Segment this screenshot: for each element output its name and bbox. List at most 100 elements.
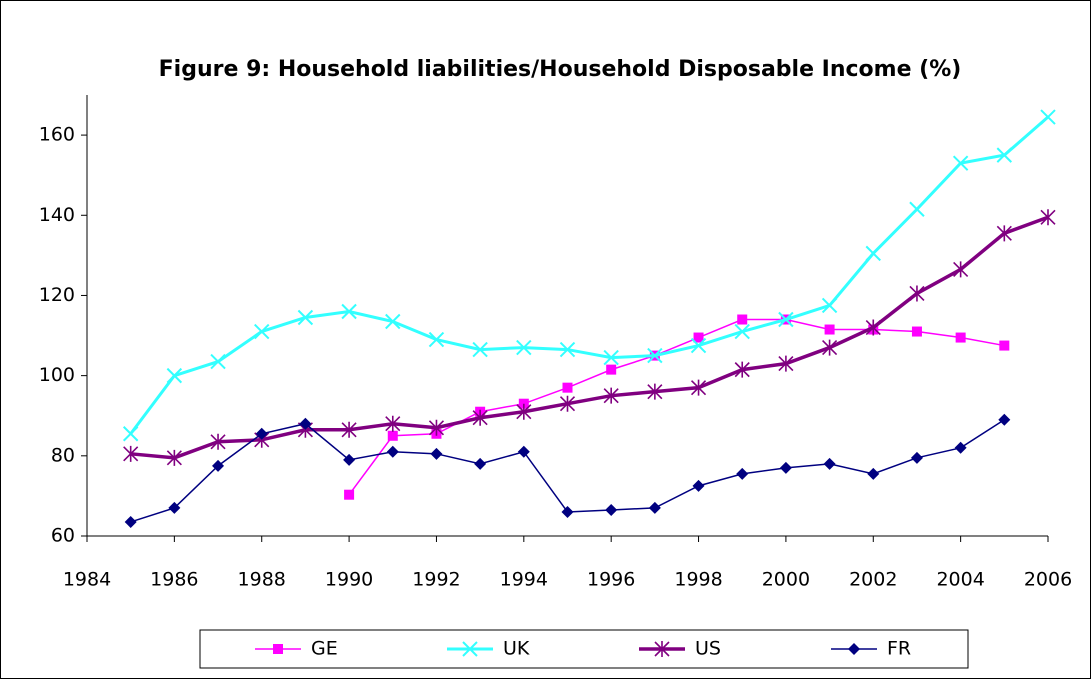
legend-marker bbox=[654, 641, 670, 657]
marker bbox=[562, 382, 573, 393]
marker bbox=[474, 457, 487, 470]
x-tick-label: 2006 bbox=[1024, 569, 1072, 591]
marker bbox=[737, 314, 748, 325]
marker bbox=[166, 367, 183, 384]
x-tick-label: 1994 bbox=[500, 569, 548, 591]
marker bbox=[343, 453, 356, 466]
marker bbox=[647, 347, 663, 364]
y-tick-label: 80 bbox=[51, 444, 75, 466]
x-tick-label: 1984 bbox=[63, 569, 111, 591]
y-tick-label: 140 bbox=[39, 204, 75, 226]
series-line bbox=[129, 115, 1049, 435]
marker bbox=[559, 341, 576, 358]
legend-marker bbox=[848, 643, 860, 655]
marker bbox=[166, 449, 182, 466]
marker bbox=[344, 489, 355, 500]
marker bbox=[867, 467, 880, 480]
legend-label: UK bbox=[503, 638, 530, 660]
marker bbox=[865, 245, 881, 262]
marker bbox=[518, 398, 529, 409]
x-tick-label: 2000 bbox=[762, 569, 810, 591]
marker bbox=[386, 445, 399, 458]
legend-marker bbox=[462, 641, 478, 657]
marker bbox=[647, 383, 663, 400]
marker bbox=[734, 323, 750, 340]
marker bbox=[559, 395, 576, 412]
marker bbox=[823, 457, 836, 470]
marker bbox=[824, 324, 835, 335]
legend-label: FR bbox=[887, 638, 911, 660]
marker bbox=[605, 503, 618, 516]
marker bbox=[778, 355, 794, 372]
x-tick-label: 1998 bbox=[674, 569, 722, 591]
marker bbox=[911, 326, 922, 337]
marker bbox=[910, 451, 923, 464]
marker bbox=[168, 501, 181, 514]
legend-label: GE bbox=[311, 638, 338, 660]
marker bbox=[387, 430, 398, 441]
marker bbox=[821, 297, 838, 314]
x-tick-label: 2002 bbox=[849, 569, 897, 591]
marker bbox=[210, 353, 226, 370]
marker bbox=[690, 379, 707, 396]
marker bbox=[561, 505, 574, 518]
legend-marker bbox=[273, 644, 283, 654]
x-tick-label: 1992 bbox=[412, 569, 460, 591]
marker bbox=[734, 361, 750, 378]
marker bbox=[385, 313, 401, 330]
marker bbox=[297, 309, 314, 326]
marker bbox=[516, 339, 532, 356]
marker bbox=[255, 427, 268, 440]
marker bbox=[998, 413, 1011, 426]
marker bbox=[952, 155, 969, 171]
marker bbox=[999, 340, 1010, 351]
y-tick-label: 160 bbox=[39, 124, 75, 146]
marker bbox=[603, 349, 619, 366]
marker bbox=[123, 445, 139, 462]
marker bbox=[1040, 209, 1056, 226]
marker bbox=[865, 319, 881, 336]
legend-label: US bbox=[695, 638, 721, 660]
marker bbox=[996, 147, 1013, 163]
marker bbox=[516, 403, 532, 420]
series-line bbox=[130, 215, 1049, 460]
marker bbox=[909, 201, 925, 217]
marker bbox=[822, 339, 838, 356]
marker bbox=[254, 323, 270, 340]
marker bbox=[778, 311, 794, 328]
x-tick-label: 1988 bbox=[238, 569, 286, 591]
x-tick-label: 1986 bbox=[150, 569, 198, 591]
marker bbox=[472, 409, 488, 426]
marker bbox=[692, 479, 705, 492]
marker bbox=[212, 459, 225, 472]
x-tick-label: 1990 bbox=[325, 569, 373, 591]
marker bbox=[299, 417, 312, 430]
chart-title: Figure 9: Household liabilities/Househol… bbox=[159, 57, 962, 82]
marker bbox=[1040, 109, 1056, 125]
marker bbox=[428, 331, 445, 348]
y-tick-label: 120 bbox=[39, 284, 75, 306]
x-tick-label: 2004 bbox=[936, 569, 984, 591]
marker bbox=[954, 441, 967, 454]
marker bbox=[606, 364, 617, 375]
marker bbox=[603, 387, 619, 404]
marker bbox=[385, 415, 401, 432]
marker bbox=[122, 426, 139, 442]
marker bbox=[953, 261, 969, 278]
marker bbox=[430, 447, 443, 460]
y-tick-label: 60 bbox=[51, 525, 75, 547]
marker bbox=[124, 515, 137, 528]
marker bbox=[779, 461, 792, 474]
marker bbox=[909, 285, 925, 302]
marker bbox=[693, 332, 704, 343]
marker bbox=[472, 341, 488, 358]
marker bbox=[428, 419, 445, 436]
marker bbox=[736, 467, 749, 480]
x-tick-label: 1996 bbox=[587, 569, 635, 591]
marker bbox=[996, 225, 1012, 242]
marker bbox=[341, 421, 357, 438]
marker bbox=[210, 433, 226, 450]
marker bbox=[648, 501, 661, 514]
